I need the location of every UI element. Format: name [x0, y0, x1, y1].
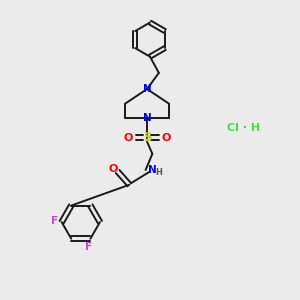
Text: Cl · H: Cl · H — [226, 123, 260, 133]
Text: O: O — [109, 164, 118, 173]
Text: N: N — [143, 84, 152, 94]
Text: H: H — [155, 168, 162, 177]
Text: O: O — [161, 133, 171, 142]
Text: N: N — [143, 113, 152, 124]
Text: S: S — [143, 131, 151, 144]
Text: F: F — [85, 242, 92, 252]
Text: N: N — [148, 165, 156, 175]
Text: O: O — [123, 133, 133, 142]
Text: F: F — [51, 216, 58, 226]
